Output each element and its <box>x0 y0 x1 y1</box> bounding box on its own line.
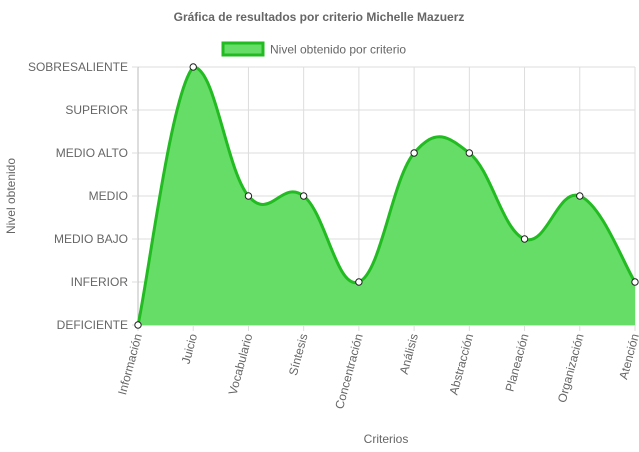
data-point <box>631 278 639 286</box>
series-fill <box>138 67 635 325</box>
data-point <box>465 149 474 157</box>
y-tick-label: MEDIO ALTO <box>56 146 128 160</box>
data-point <box>134 321 142 329</box>
x-tick-label: Planeación <box>503 332 532 393</box>
data-point <box>520 235 529 243</box>
data-point <box>576 192 584 200</box>
data-point <box>410 149 418 157</box>
y-axis: DEFICIENTE INFERIOR MEDIO BAJO MEDIO MEDIO A… <box>28 60 138 332</box>
y-tick-label: SOBRESALIENTE <box>28 60 128 74</box>
x-tick-label: Organización <box>555 332 587 404</box>
x-tick-label: Concentración <box>332 332 366 410</box>
x-tick-label: Atención <box>616 332 639 381</box>
data-point <box>244 192 253 200</box>
x-tick-label: Información <box>115 332 145 396</box>
x-tick-label: Juicio <box>179 332 201 366</box>
x-tick-label: Vocabulario <box>226 332 256 397</box>
y-tick-label: SUPERIOR <box>65 103 128 117</box>
y-tick-label: MEDIO <box>89 189 128 203</box>
x-axis-title: Criterios <box>364 432 409 446</box>
chart-title: Gráfica de resultados por criterio Miche… <box>174 10 465 24</box>
y-tick-label: DEFICIENTE <box>57 318 128 332</box>
series-line <box>136 65 637 326</box>
x-axis: Información Juicio Vocabulario Síntesis Conc… <box>115 325 639 411</box>
y-tick-label: INFERIOR <box>71 275 129 289</box>
legend-swatch <box>221 41 265 57</box>
data-points <box>134 63 639 329</box>
x-tick-label: Análisis <box>397 332 421 376</box>
x-tick-label: Síntesis <box>286 332 311 377</box>
y-tick-label: MEDIO BAJO <box>54 232 128 246</box>
series-area <box>136 65 637 326</box>
data-point <box>189 63 197 71</box>
x-tick-label: Abstracción <box>446 332 476 396</box>
data-point <box>299 192 308 200</box>
data-point <box>355 278 363 286</box>
y-axis-title: Nivel obtenido <box>4 158 18 234</box>
legend[interactable]: Nivel obtenido por criterio <box>221 41 406 57</box>
legend-label: Nivel obtenido por criterio <box>270 43 406 57</box>
